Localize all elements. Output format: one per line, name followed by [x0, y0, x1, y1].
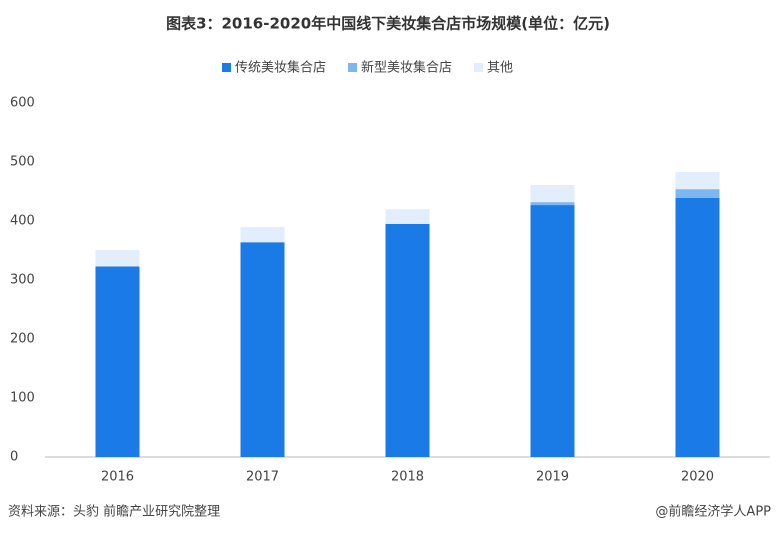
y-tick-label: 0: [10, 450, 18, 465]
x-tick-label: 2019: [536, 470, 569, 485]
legend-label: 其他: [487, 61, 513, 76]
bar-segment: [385, 209, 430, 224]
bar-segment: [95, 249, 140, 267]
bar-segment: [385, 223, 430, 457]
y-tick-label: 600: [10, 96, 35, 111]
legend-label: 新型美妆集合店: [361, 60, 452, 76]
y-tick-label: 200: [10, 332, 35, 347]
source: 资料来源：头豹 前瞻产业研究院整理: [8, 504, 220, 520]
legend-label: 传统美妆集合店: [235, 60, 326, 76]
bar-segment: [240, 226, 285, 243]
bar-segment: [675, 197, 720, 458]
y-tick-label: 400: [10, 214, 35, 229]
x-tick-label: 2018: [391, 470, 424, 485]
x-tick-label: 2017: [246, 470, 279, 485]
y-tick-label: 100: [10, 391, 35, 406]
legend-swatch: [348, 63, 358, 72]
legend-swatch: [222, 63, 231, 72]
bar-segment: [530, 202, 575, 206]
legend-swatch: [474, 63, 484, 72]
bar-segment: [530, 185, 575, 203]
x-tick-label: 2020: [681, 470, 714, 485]
bar-segment: [675, 172, 720, 190]
bar-segment: [95, 266, 140, 457]
bar-segment: [675, 189, 720, 198]
bar-segment: [530, 205, 575, 457]
credit: @前瞻经济学人APP: [655, 504, 771, 520]
chart-title: 图表3：2016-2020年中国线下美妆集合店市场规模(单位：亿元): [166, 15, 610, 33]
bar-segment: [240, 242, 285, 457]
x-tick-label: 2016: [101, 470, 134, 485]
y-tick-label: 500: [10, 155, 35, 170]
y-tick-label: 300: [10, 273, 35, 288]
